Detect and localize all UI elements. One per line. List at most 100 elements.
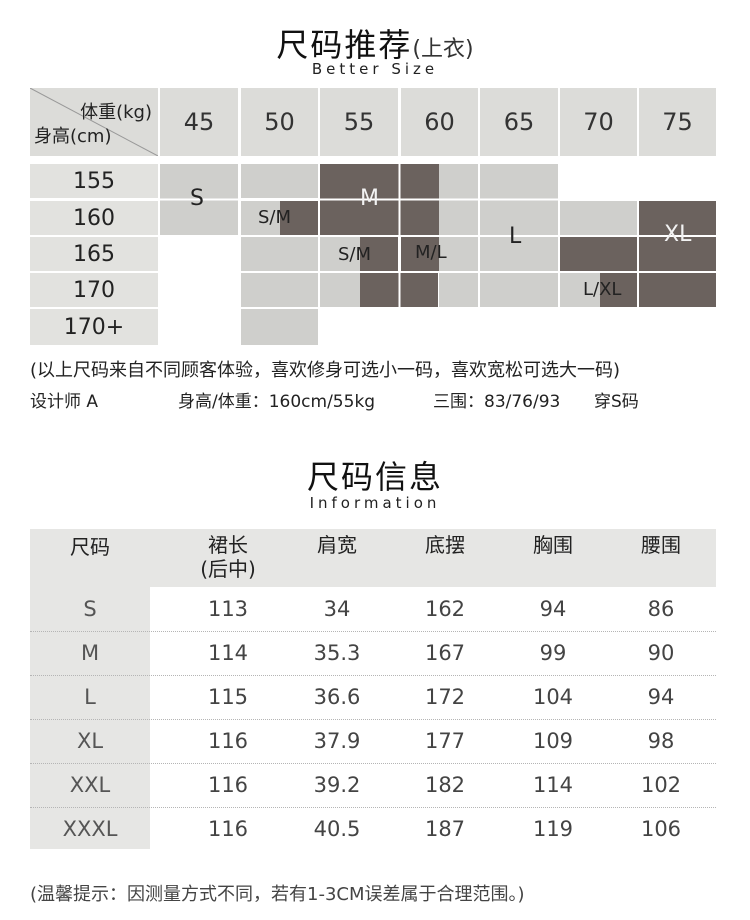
cell-waist: 98 <box>647 729 675 753</box>
height-row-label: 155 <box>30 164 158 198</box>
cell-length: 116 <box>207 729 249 753</box>
height-row-label: 170 <box>30 273 158 307</box>
cell-size: S <box>83 597 97 621</box>
size-cell-l <box>560 273 600 307</box>
cell-hem: 167 <box>424 641 466 665</box>
size-cell-xl <box>560 237 637 271</box>
weight-header: 65 <box>480 88 558 156</box>
cell-shoulder: 34 <box>323 597 351 621</box>
title-text: 尺码推荐 <box>276 26 413 64</box>
title-subtext: (上衣) <box>412 37 474 62</box>
weight-header: 60 <box>401 88 478 156</box>
cell-hem: 182 <box>424 773 466 797</box>
designer-name: 设计师 A <box>30 392 99 412</box>
size-cell-s <box>241 164 318 198</box>
size-label-m: M <box>360 186 379 211</box>
height-label: 身高(cm) <box>34 126 112 147</box>
size-label-l: L <box>509 224 522 249</box>
cell-length: 116 <box>207 773 249 797</box>
table-row: XL 116 37.9 177 109 98 <box>30 719 716 763</box>
size-recommend-grid: 体重(kg) 身高(cm) 45 50 55 60 65 70 75 155 1… <box>30 88 716 346</box>
cell-bust: 109 <box>532 729 574 753</box>
table-row: S 113 34 162 94 86 <box>30 587 716 631</box>
weight-header: 70 <box>560 88 637 156</box>
weight-header: 45 <box>160 88 238 156</box>
size-cell-sm <box>241 309 318 345</box>
designer-size: 穿S码 <box>594 392 639 412</box>
size-label-ml: M/L <box>415 242 447 263</box>
header-length-sub: (后中) <box>200 557 256 581</box>
designer-height-weight: 身高/体重：160cm/55kg <box>178 392 376 412</box>
size-cell-l <box>560 201 637 235</box>
header-bust: 胸围 <box>533 533 573 557</box>
cell-bust: 94 <box>539 597 567 621</box>
header-waist: 腰围 <box>641 533 681 557</box>
size-label-s: S <box>190 186 204 211</box>
size-cell-ml <box>401 237 439 271</box>
cell-length: 115 <box>207 685 249 709</box>
size-note: (以上尺码来自不同顾客体验，喜欢修身可选小一码，喜欢宽松可选大一码) <box>30 360 621 381</box>
cell-hem: 172 <box>424 685 466 709</box>
row-divider <box>30 763 716 764</box>
cell-hem: 162 <box>424 597 466 621</box>
header-hem: 底摆 <box>425 533 465 557</box>
cell-shoulder: 35.3 <box>313 641 361 665</box>
cell-length: 114 <box>207 641 249 665</box>
size-label-sm: S/M <box>258 207 292 228</box>
cell-waist: 106 <box>640 817 682 841</box>
cell-shoulder: 39.2 <box>313 773 361 797</box>
table-row: XXXL 116 40.5 187 119 106 <box>30 807 716 851</box>
header-length: 裙长 (后中) <box>180 533 276 581</box>
size-info-subtitle: Information <box>309 494 441 512</box>
table-row: L 115 36.6 172 104 94 <box>30 675 716 719</box>
designer-measurements: 三围：83/76/93 <box>433 392 561 412</box>
cell-length: 113 <box>207 597 249 621</box>
header-length-main: 裙长 <box>208 533 248 557</box>
cell-waist: 90 <box>647 641 675 665</box>
size-column-bg <box>30 587 150 849</box>
row-divider <box>30 631 716 632</box>
size-info-title: 尺码信息 <box>306 458 443 496</box>
cell-size: L <box>84 685 96 709</box>
size-recommend-subtitle: Better Size <box>311 60 439 78</box>
cell-bust: 99 <box>539 641 567 665</box>
cell-size: M <box>80 641 100 665</box>
cell-hem: 187 <box>424 817 466 841</box>
row-divider <box>30 675 716 676</box>
cell-bust: 114 <box>532 773 574 797</box>
cell-size: XXL <box>69 773 111 797</box>
grid-corner: 体重(kg) 身高(cm) <box>30 88 158 156</box>
size-label-lxl: L/XL <box>583 279 622 300</box>
size-label-xl: XL <box>664 222 692 247</box>
size-cell-m <box>360 237 398 271</box>
size-cell-sm-dark <box>280 201 318 235</box>
cell-bust: 119 <box>532 817 574 841</box>
cell-size: XXXL <box>62 817 118 841</box>
table-row: M 114 35.3 167 99 90 <box>30 631 716 675</box>
cell-waist: 94 <box>647 685 675 709</box>
weight-label: 体重(kg) <box>80 102 152 123</box>
size-cell-lxl <box>600 273 637 307</box>
weight-header: 75 <box>639 88 716 156</box>
cell-shoulder: 40.5 <box>313 817 361 841</box>
diagonal-line-icon <box>30 88 158 156</box>
height-row-label: 170+ <box>30 309 158 345</box>
size-cell-xl <box>639 201 716 307</box>
header-size: 尺码 <box>70 535 110 559</box>
cell-waist: 102 <box>640 773 682 797</box>
row-divider <box>30 807 716 808</box>
weight-header: 55 <box>320 88 398 156</box>
row-divider <box>30 719 716 720</box>
weight-header: 50 <box>241 88 318 156</box>
footer-note: (温馨提示：因测量方式不同，若有1-3CM误差属于合理范围。) <box>30 884 525 905</box>
cell-bust: 104 <box>532 685 574 709</box>
cell-hem: 177 <box>424 729 466 753</box>
cell-waist: 86 <box>647 597 675 621</box>
height-row-label: 165 <box>30 237 158 271</box>
grid-lines <box>160 164 716 346</box>
size-label-sm: S/M <box>338 244 372 265</box>
height-row-label: 160 <box>30 201 158 235</box>
size-recommend-title: 尺码推荐(上衣) <box>0 20 750 66</box>
cell-shoulder: 36.6 <box>313 685 361 709</box>
header-shoulder: 肩宽 <box>317 533 357 557</box>
